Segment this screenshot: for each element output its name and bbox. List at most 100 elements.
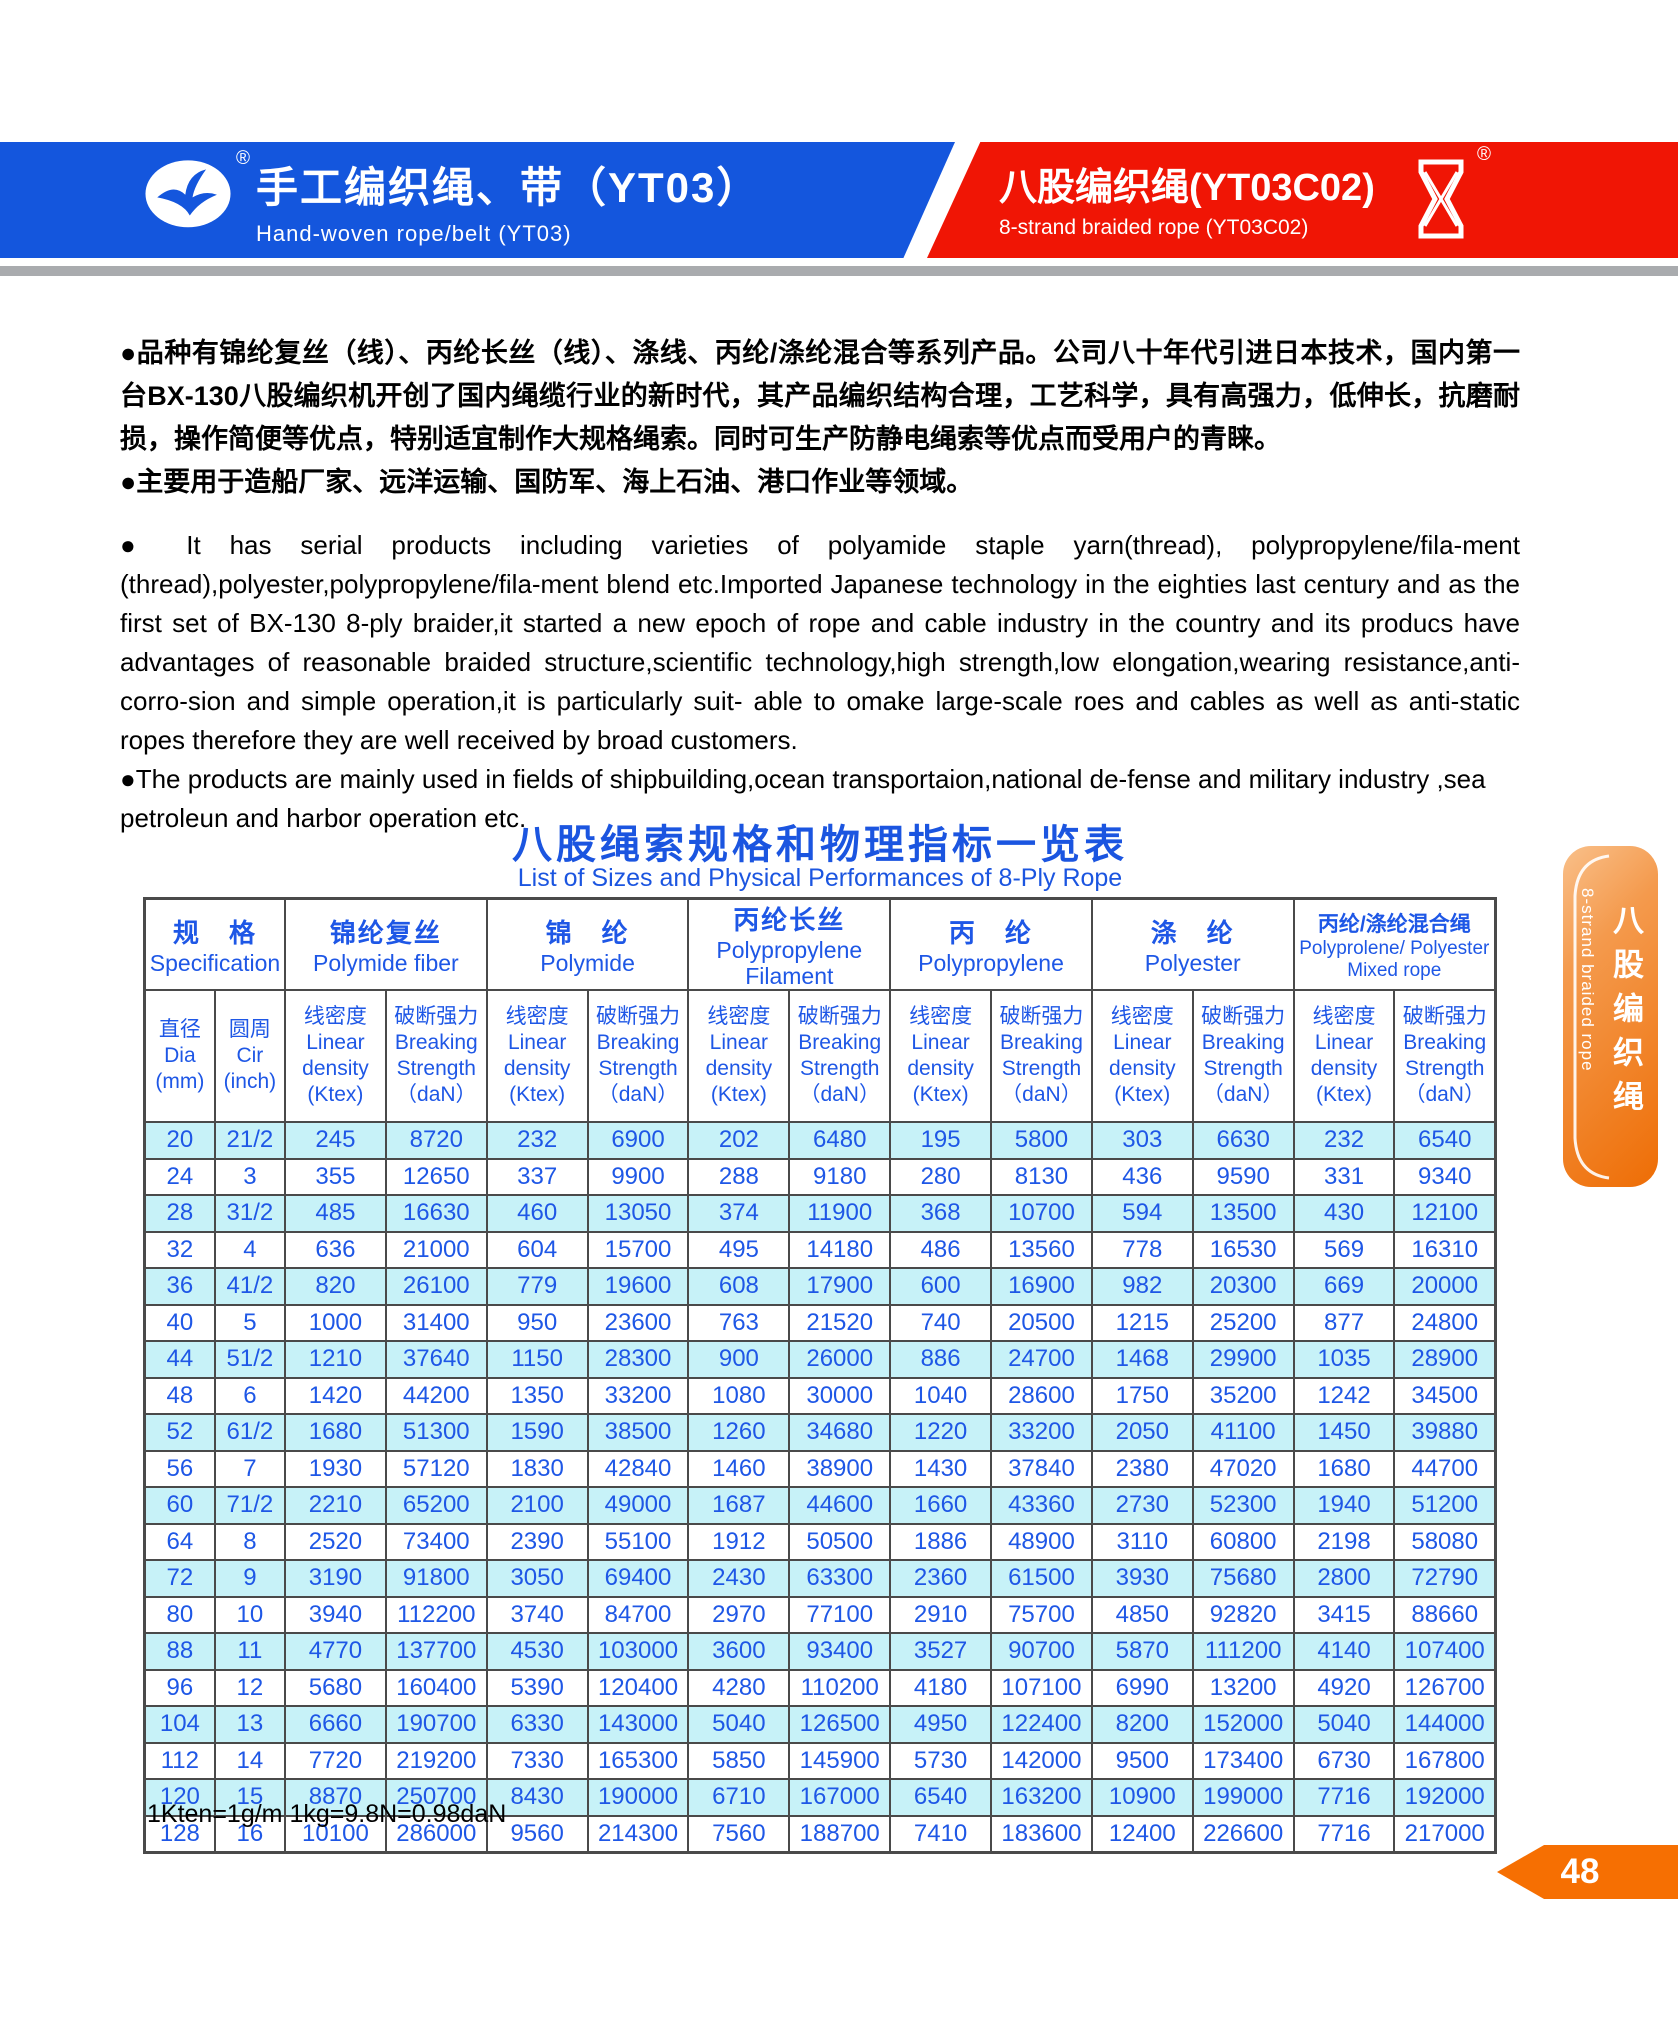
group-label-en: Specification xyxy=(149,950,281,976)
table-cell: 195 xyxy=(889,1121,993,1160)
table-cell: 28900 xyxy=(1393,1340,1497,1379)
column-subheader: 圆周 Cir (inch) xyxy=(213,989,287,1123)
table-cell: 3527 xyxy=(889,1632,993,1671)
table-cell: 73400 xyxy=(384,1522,488,1561)
table-cell: 886 xyxy=(889,1340,993,1379)
table-cell: 14180 xyxy=(788,1230,892,1269)
side-tab-label-en: 8-strand braided rope xyxy=(1578,888,1597,1072)
table-cell: 2360 xyxy=(889,1559,993,1598)
table-cell: 337 xyxy=(485,1157,589,1196)
table-cell: 126500 xyxy=(788,1705,892,1744)
table-cell: 9900 xyxy=(586,1157,690,1196)
left-banner: ® 手工编织绳、带（YT03） Hand-woven rope/belt (YT… xyxy=(0,142,955,258)
table-cell: 1000 xyxy=(284,1303,387,1342)
table-cell: 778 xyxy=(1090,1230,1194,1269)
table-cell: 13500 xyxy=(1191,1194,1295,1233)
table-cell: 10700 xyxy=(990,1194,1093,1233)
group-polypropylene-filament: 丙纶长丝 Polypropylene Filament xyxy=(687,897,892,991)
table-cell: 1220 xyxy=(889,1413,993,1452)
table-cell: 20 xyxy=(143,1121,216,1160)
table-cell: 33200 xyxy=(990,1413,1093,1452)
seagull-logo-icon xyxy=(142,154,234,230)
table-cell: 374 xyxy=(687,1194,791,1233)
column-subheader: 线密度 Linear density (Ktex) xyxy=(687,989,791,1123)
table-cell: 173400 xyxy=(1191,1741,1295,1780)
table-cell: 4280 xyxy=(687,1668,791,1707)
table-cell: 42840 xyxy=(586,1449,690,1488)
table-cell: 5870 xyxy=(1090,1632,1194,1671)
column-subheader: 线密度 Linear density (Ktex) xyxy=(1292,989,1396,1123)
table-cell: 41100 xyxy=(1191,1413,1295,1452)
table-row: 96 12 5680 160400 5390 120400 4280 110200 4180 10… xyxy=(143,1668,1497,1707)
table-cell: 24800 xyxy=(1393,1303,1497,1342)
group-label-en: Polyprolene/ Polyester Mixed rope xyxy=(1299,937,1490,981)
table-cell: 288 xyxy=(687,1157,791,1196)
table-cell: 21520 xyxy=(788,1303,892,1342)
table-cell: 5390 xyxy=(485,1668,589,1707)
table-cell: 9590 xyxy=(1191,1157,1295,1196)
table-cell: 13 xyxy=(213,1705,287,1744)
column-subheader: 线密度 Linear density (Ktex) xyxy=(1090,989,1194,1123)
group-label-zh: 锦纶复丝 xyxy=(329,918,442,948)
table-cell: 460 xyxy=(485,1194,589,1233)
table-cell: 57120 xyxy=(384,1449,488,1488)
table-cell: 6 xyxy=(213,1376,287,1415)
table-cell: 20300 xyxy=(1191,1267,1295,1306)
table-cell: 96 xyxy=(143,1668,216,1707)
table-cell: 280 xyxy=(889,1157,993,1196)
table-cell: 43360 xyxy=(990,1486,1093,1525)
table-cell: 1590 xyxy=(485,1413,589,1452)
table-cell: 8720 xyxy=(384,1121,488,1160)
table-cell: 16530 xyxy=(1191,1230,1295,1269)
table-cell: 900 xyxy=(687,1340,791,1379)
table-cell: 38900 xyxy=(788,1449,892,1488)
table-cell: 740 xyxy=(889,1303,993,1342)
table-row: 40 5 1000 31400 950 23600 763 21520 740 20500 1215… xyxy=(143,1303,1497,1342)
table-cell: 1460 xyxy=(687,1449,791,1488)
table-cell: 4530 xyxy=(485,1632,589,1671)
table-cell: 7410 xyxy=(889,1814,993,1854)
table-cell: 3930 xyxy=(1090,1559,1194,1598)
table-cell: 183600 xyxy=(990,1814,1093,1854)
table-cell: 167800 xyxy=(1393,1741,1497,1780)
table-cell: 152000 xyxy=(1191,1705,1295,1744)
table-cell: 160400 xyxy=(384,1668,488,1707)
table-cell: 77100 xyxy=(788,1595,892,1634)
table-cell: 950 xyxy=(485,1303,589,1342)
table-cell: 3740 xyxy=(485,1595,589,1634)
right-banner-title-en: 8-strand braided rope (YT03C02) xyxy=(999,216,1309,239)
table-cell: 192000 xyxy=(1393,1778,1497,1817)
table-cell: 16900 xyxy=(990,1267,1093,1306)
table-cell: 1886 xyxy=(889,1522,993,1561)
table-cell: 594 xyxy=(1090,1194,1194,1233)
table-cell: 636 xyxy=(284,1230,387,1269)
table-cell: 51/2 xyxy=(213,1340,287,1379)
group-label-en: Polyester xyxy=(1144,950,1241,976)
pylon-emblem-icon xyxy=(1409,156,1473,242)
table-cell: 982 xyxy=(1090,1267,1194,1306)
table-cell: 52 xyxy=(143,1413,216,1452)
table-cell: 2380 xyxy=(1090,1449,1194,1488)
table-cell: 286000 xyxy=(384,1814,488,1854)
group-label-zh: 丙 纶 xyxy=(949,918,1034,948)
group-polypropylene: 丙 纶 Polypropylene xyxy=(889,897,1093,991)
right-banner: 八股编织绳(YT03C02) 8-strand braided rope (YT… xyxy=(927,142,1678,258)
table-cell: 58080 xyxy=(1393,1522,1497,1561)
table-cell: 10900 xyxy=(1090,1778,1194,1817)
table-cell: 3940 xyxy=(284,1595,387,1634)
table-title-en: List of Sizes and Physical Performances … xyxy=(517,864,1123,892)
table-cell: 250700 xyxy=(384,1778,488,1817)
table-cell: 2390 xyxy=(485,1522,589,1561)
table-cell: 88660 xyxy=(1393,1595,1497,1634)
table-cell: 63300 xyxy=(788,1559,892,1598)
intro-paragraph-en: ● It has serial products including varie… xyxy=(120,530,1520,755)
left-banner-title-en: Hand-woven rope/belt (YT03) xyxy=(256,221,572,246)
table-cell: 50500 xyxy=(788,1522,892,1561)
table-cell: 167000 xyxy=(788,1778,892,1817)
group-label-en: Polymide fiber xyxy=(312,950,459,976)
table-cell: 2910 xyxy=(889,1595,993,1634)
table-cell: 122400 xyxy=(990,1705,1093,1744)
table-cell: 12400 xyxy=(1090,1814,1194,1854)
table-cell: 3110 xyxy=(1090,1522,1194,1561)
page-number-arrow: 48 xyxy=(1497,1845,1678,1899)
